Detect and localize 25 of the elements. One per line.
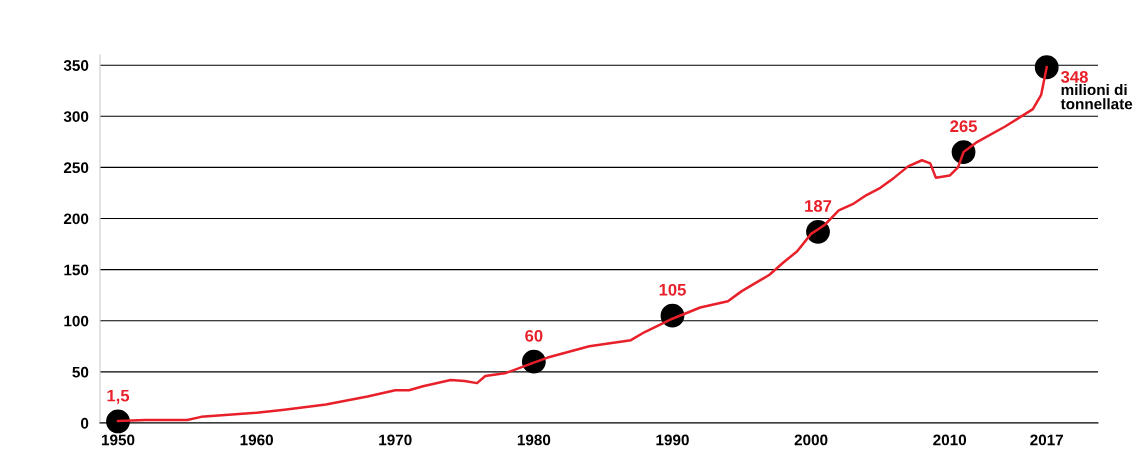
- annotation: milioni di tonnellate: [1060, 83, 1133, 110]
- y-tick-label: 150: [64, 264, 89, 276]
- data-label: 1,5: [107, 389, 130, 404]
- x-tick-label: 1980: [517, 434, 551, 446]
- data-label: 348: [1060, 71, 1088, 83]
- data-label: 105: [659, 283, 686, 296]
- x-tick-label: 1990: [656, 434, 689, 446]
- x-tick-label: 2010: [933, 434, 967, 446]
- point: [106, 409, 130, 434]
- y-tick-label: 50: [72, 366, 89, 378]
- data-label: 265: [950, 120, 977, 133]
- y-tick-label: 0: [81, 417, 89, 429]
- x-tick-label: 2000: [794, 434, 828, 446]
- x-tick-label: 1950: [101, 434, 135, 446]
- data-label: 60: [525, 329, 543, 342]
- y-tick-label: 250: [63, 162, 89, 174]
- y-tick-label: 100: [64, 315, 89, 327]
- data-label: 187: [805, 200, 832, 212]
- point: [1034, 55, 1059, 80]
- x-tick-label: 1960: [240, 434, 273, 446]
- y-tick-label: 350: [63, 60, 89, 71]
- x-tick-label: 2017: [1030, 434, 1064, 446]
- y-tick-label: 300: [63, 111, 89, 123]
- x-tick-label: 1970: [379, 434, 412, 446]
- y-tick-label: 200: [63, 213, 89, 225]
